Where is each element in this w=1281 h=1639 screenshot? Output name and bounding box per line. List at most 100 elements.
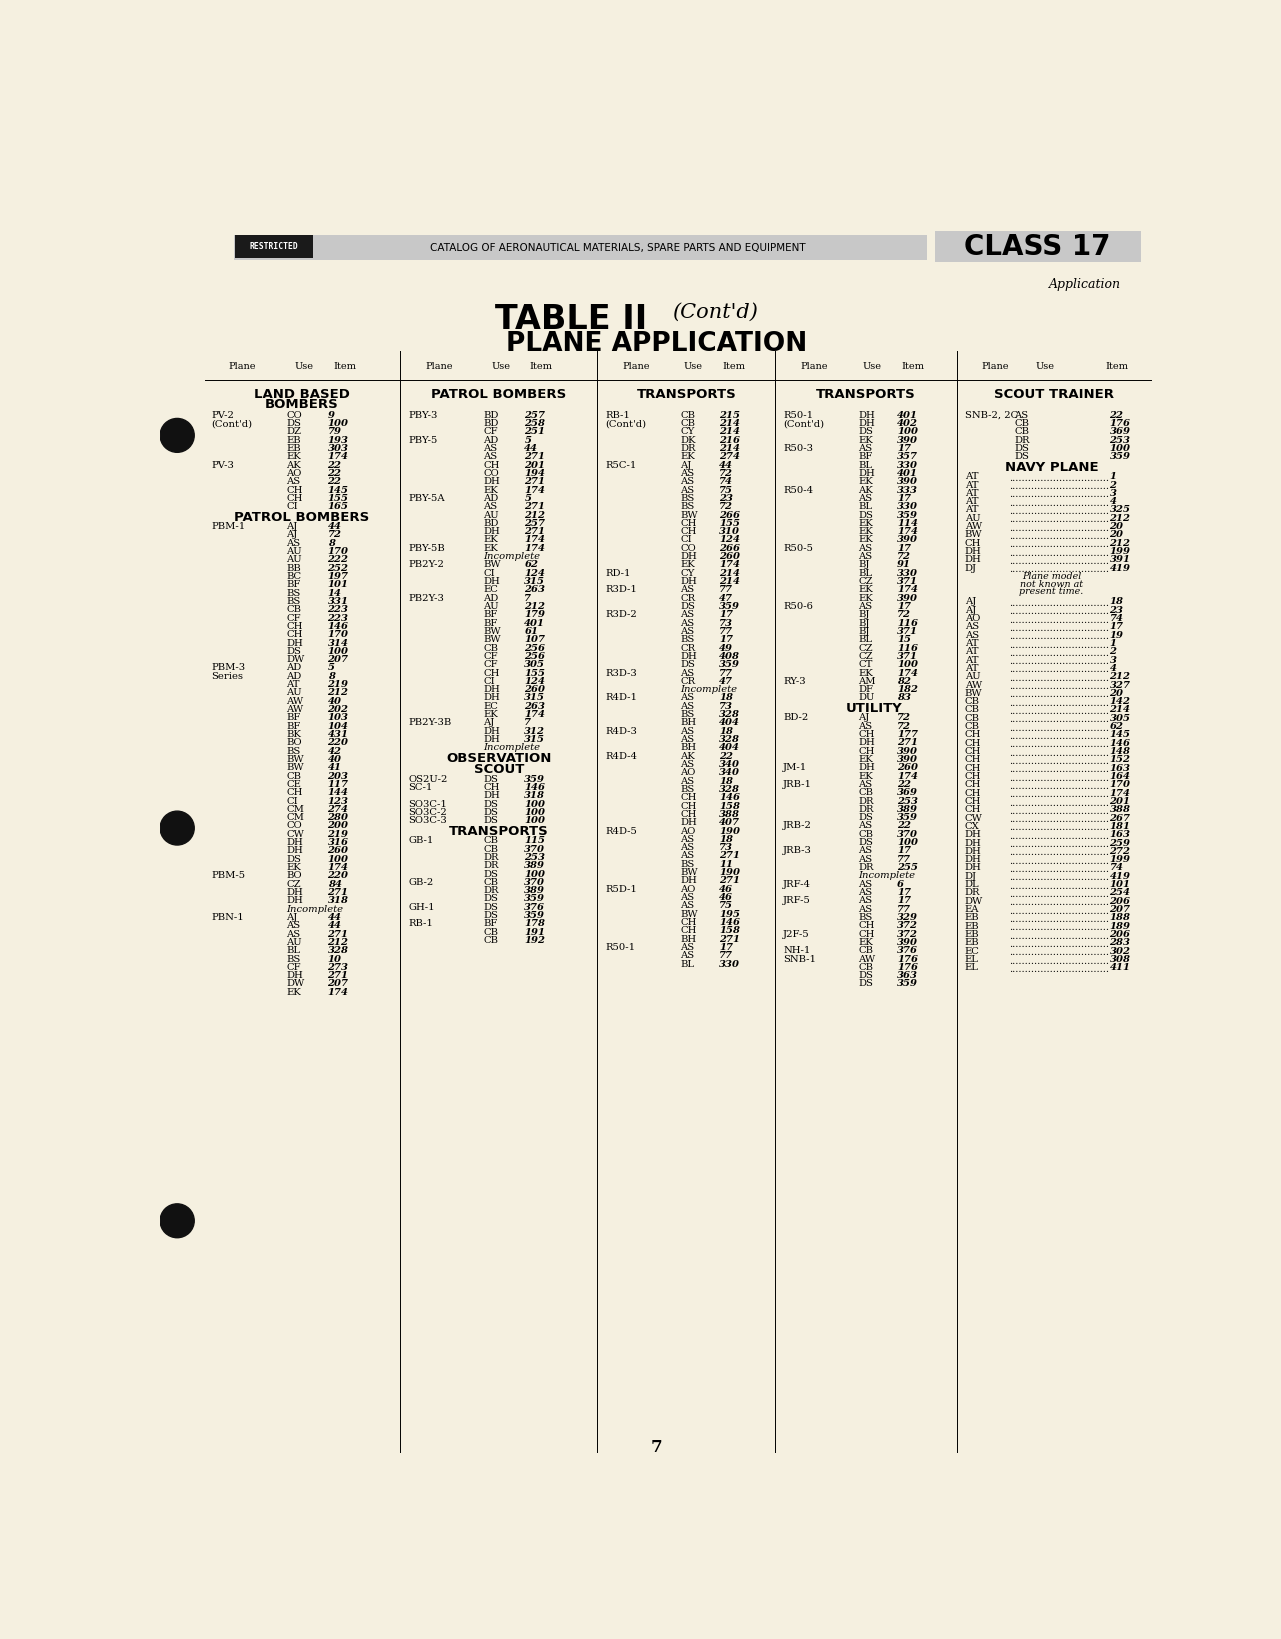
Text: CB: CB [965, 697, 980, 706]
Text: 271: 271 [719, 877, 740, 885]
Text: EK: EK [858, 938, 874, 947]
Text: 3: 3 [1109, 488, 1117, 498]
Text: BW: BW [680, 869, 698, 877]
Text: AT: AT [965, 505, 979, 515]
Text: R4D-5: R4D-5 [605, 826, 637, 836]
Text: CH: CH [287, 629, 302, 639]
Text: 370: 370 [524, 844, 546, 854]
Text: Item: Item [901, 362, 924, 370]
Text: 407: 407 [719, 818, 740, 828]
Text: 340: 340 [719, 769, 740, 777]
Text: DH: DH [287, 846, 304, 856]
Text: 389: 389 [524, 860, 546, 870]
Text: BF: BF [287, 721, 301, 731]
Text: PBM-3: PBM-3 [211, 664, 246, 672]
Text: ................................: ................................ [1008, 682, 1109, 692]
Text: 103: 103 [328, 713, 348, 723]
Text: AT: AT [965, 656, 979, 664]
Text: AS: AS [680, 726, 694, 736]
Text: 207: 207 [328, 980, 348, 988]
Text: 91: 91 [897, 561, 911, 569]
Text: 47: 47 [719, 593, 733, 603]
Text: 223: 223 [328, 613, 348, 623]
Text: R3D-1: R3D-1 [605, 585, 637, 595]
Text: 359: 359 [897, 510, 918, 520]
Text: 192: 192 [524, 936, 546, 946]
Text: 179: 179 [524, 610, 546, 620]
Text: AO: AO [680, 769, 696, 777]
Text: BF: BF [858, 452, 872, 461]
Text: 100: 100 [524, 800, 546, 808]
Text: DF: DF [858, 685, 874, 695]
Text: 359: 359 [524, 911, 546, 919]
Text: 271: 271 [719, 852, 740, 860]
Text: BH: BH [680, 934, 697, 944]
Text: 212: 212 [1109, 539, 1131, 547]
Text: ................................: ................................ [1008, 915, 1109, 924]
Text: 174: 174 [524, 536, 546, 544]
Text: 146: 146 [719, 793, 740, 801]
Text: 73: 73 [719, 701, 733, 711]
Text: 77: 77 [719, 628, 733, 636]
Text: AS: AS [680, 701, 694, 711]
Text: JRF-5: JRF-5 [783, 897, 811, 905]
Text: 202: 202 [328, 705, 348, 715]
Text: 4: 4 [1109, 497, 1117, 506]
Text: 310: 310 [719, 528, 740, 536]
Text: BK: BK [287, 729, 301, 739]
Text: ................................: ................................ [1008, 931, 1109, 941]
Text: CLASS 17: CLASS 17 [965, 233, 1111, 261]
Text: BF: BF [287, 580, 301, 590]
Text: CB: CB [965, 723, 980, 731]
Text: 419: 419 [1109, 564, 1131, 572]
Text: 182: 182 [897, 685, 918, 695]
Text: 271: 271 [328, 929, 348, 939]
Text: DH: DH [287, 639, 304, 647]
Text: SC-1: SC-1 [409, 783, 433, 792]
Text: DS: DS [1015, 444, 1029, 452]
Text: ................................: ................................ [1008, 498, 1109, 508]
Text: AS: AS [680, 852, 694, 860]
Text: 72: 72 [719, 502, 733, 511]
Text: 390: 390 [897, 593, 918, 603]
Text: AM: AM [858, 677, 876, 685]
Text: 263: 263 [524, 701, 546, 711]
Circle shape [160, 418, 195, 452]
Text: CZ: CZ [858, 644, 874, 652]
Text: BL: BL [287, 946, 301, 956]
Text: 315: 315 [524, 693, 546, 703]
Text: EB: EB [965, 939, 979, 947]
Text: DH: DH [858, 738, 875, 747]
Text: CH: CH [965, 772, 981, 782]
Text: 312: 312 [524, 726, 546, 736]
Text: R50-3: R50-3 [783, 444, 813, 452]
Text: 176: 176 [1109, 420, 1131, 428]
Text: DS: DS [287, 420, 301, 428]
Text: EK: EK [483, 710, 498, 720]
Text: 107: 107 [524, 636, 546, 644]
Text: 146: 146 [524, 783, 546, 792]
Text: 372: 372 [897, 929, 918, 939]
Text: 190: 190 [719, 826, 740, 836]
Text: DH: DH [287, 838, 304, 847]
Text: DW: DW [287, 980, 305, 988]
Text: CW: CW [965, 813, 983, 823]
Text: Plane: Plane [228, 362, 256, 370]
Text: CH: CH [287, 621, 302, 631]
Text: 14: 14 [328, 588, 342, 598]
Text: 174: 174 [1109, 788, 1131, 798]
Text: CO: CO [680, 544, 696, 552]
Text: BS: BS [287, 588, 301, 598]
Text: 7: 7 [524, 593, 532, 603]
Text: 271: 271 [524, 502, 546, 511]
Text: DH: DH [965, 856, 981, 864]
Text: Item: Item [722, 362, 746, 370]
Text: ................................: ................................ [1008, 641, 1109, 649]
Text: ................................: ................................ [1008, 665, 1109, 675]
Text: 359: 359 [524, 775, 546, 783]
Text: PBM-5: PBM-5 [211, 872, 246, 880]
Text: DH: DH [680, 552, 697, 561]
Text: BW: BW [680, 910, 698, 919]
Text: AS: AS [680, 669, 694, 677]
Text: DH: DH [483, 477, 500, 487]
